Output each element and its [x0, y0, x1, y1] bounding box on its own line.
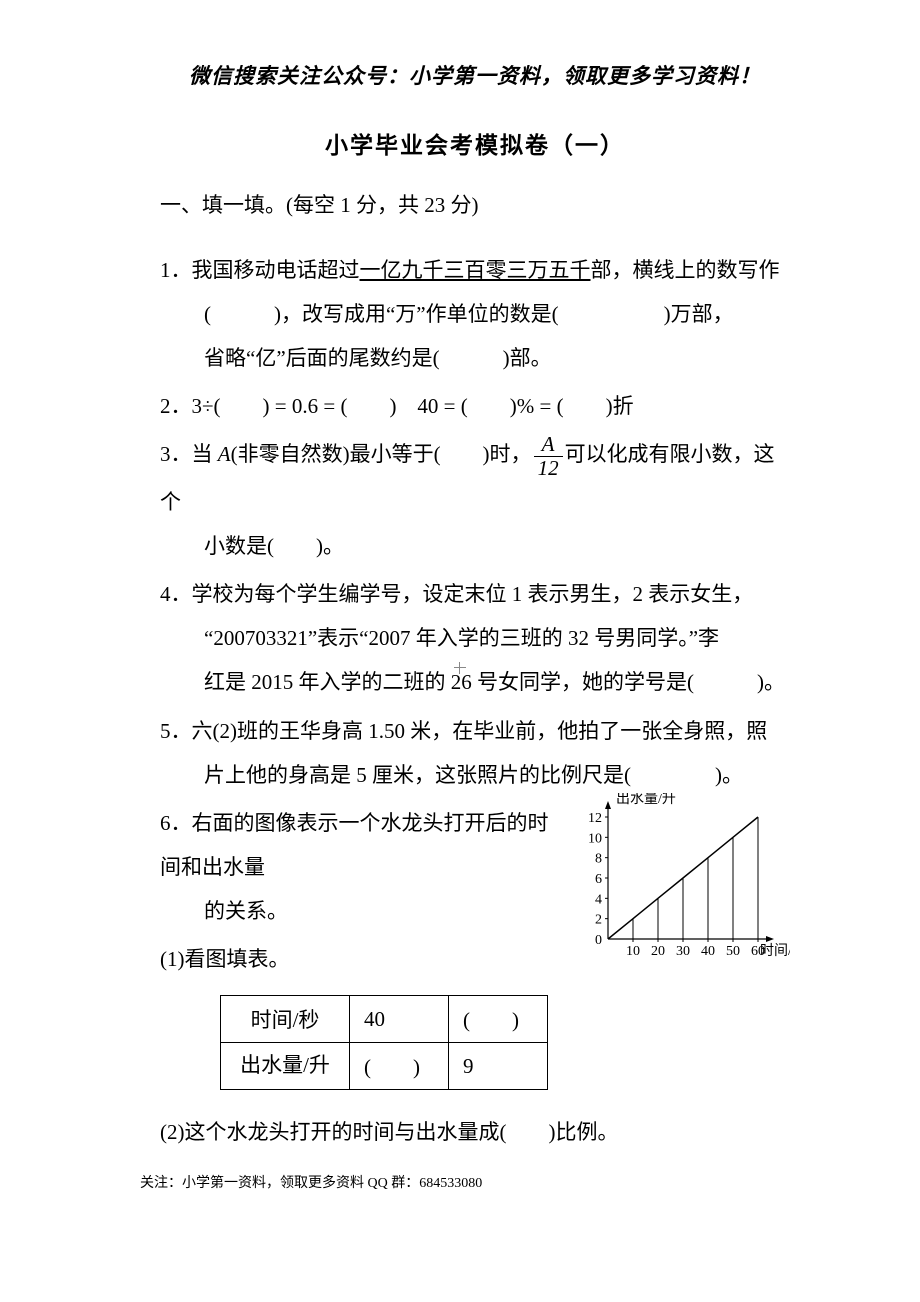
svg-text:12: 12 [588, 811, 602, 826]
q6-sub2: (2)这个水龙头打开的时间与出水量成( )比例。 [160, 1110, 790, 1154]
cell-r2c2: ( ) [350, 1043, 449, 1090]
q5-line2: 片上他的身高是 5 厘米，这张照片的比例尺是( )。 [160, 753, 790, 797]
q1-text-a: 1．我国移动电话超过 [160, 258, 360, 282]
svg-text:30: 30 [676, 944, 690, 959]
question-3: 3．当 A(非零自然数)最小等于( )时，A12可以化成有限小数，这个 小数是(… [160, 432, 790, 568]
q1-underline: 一亿九千三百零三万五千 [360, 258, 591, 282]
q1-line3: 省略“亿”后面的尾数约是( )部。 [160, 336, 790, 380]
svg-text:6: 6 [595, 872, 602, 887]
footer-text: 关注：小学第一资料，领取更多资料 QQ 群：684533080 [140, 1172, 482, 1192]
q4-line2: “200703321”表示“2007 年入学的三班的 32 号男同学。”李 [160, 616, 790, 660]
svg-text:10: 10 [588, 831, 602, 846]
header-banner: 微信搜索关注公众号：小学第一资料，领取更多学习资料！ [160, 60, 790, 90]
cell-r1c2: 40 [350, 996, 449, 1043]
svg-text:50: 50 [726, 944, 740, 959]
q6-sub1: (1)看图填表。 [160, 937, 558, 981]
section-1-heading: 一、填一填。(每空 1 分，共 23 分) [160, 186, 790, 226]
q3-line2: 小数是( )。 [160, 524, 790, 568]
table-row: 出水量/升 ( ) 9 [221, 1043, 548, 1090]
svg-text:时间/秒: 时间/秒 [760, 943, 790, 959]
q3-var-a: A [218, 442, 231, 466]
question-2: 2．3÷( ) = 0.6 = ( ) 40 = ( )% = ( )折 [160, 384, 790, 428]
q1-text-b: 部，横线上的数写作 [591, 258, 780, 282]
svg-text:8: 8 [595, 851, 602, 866]
question-1: 1．我国移动电话超过一亿九千三百零三万五千部，横线上的数写作 ( )，改写成用“… [160, 248, 790, 380]
q6-line2: 的关系。 [160, 889, 558, 933]
q3-pre: 3．当 [160, 442, 218, 466]
svg-text:0: 0 [595, 933, 602, 948]
q4-line3: 红是 2015 年入学的二班的 26 号女同学，她的学号是( )。 [160, 660, 790, 704]
cell-r1c1: 时间/秒 [221, 996, 350, 1043]
question-4: 4．学校为每个学生编学号，设定末位 1 表示男生，2 表示女生， “200703… [160, 572, 790, 704]
question-6: 6．右面的图像表示一个水龙头打开后的时间和出水量 的关系。 [160, 801, 558, 933]
q6-line1: 6．右面的图像表示一个水龙头打开后的时间和出水量 [160, 811, 549, 879]
cell-r1c3: ( ) [449, 996, 548, 1043]
cell-r2c3: 9 [449, 1043, 548, 1090]
q6-table: 时间/秒 40 ( ) 出水量/升 ( ) 9 [220, 995, 548, 1090]
cell-r2c1: 出水量/升 [221, 1043, 350, 1090]
center-crosshair-icon [454, 662, 466, 674]
chart-svg: 024681012102030405060出水量/升时间/秒 [570, 793, 790, 963]
q1-line2: ( )，改写成用“万”作单位的数是( )万部， [160, 292, 790, 336]
svg-text:4: 4 [595, 892, 602, 907]
page-title: 小学毕业会考模拟卷（一） [160, 126, 790, 160]
q4-line1: 4．学校为每个学生编学号，设定末位 1 表示男生，2 表示女生， [160, 582, 753, 606]
q3-frac-num: A [534, 433, 563, 457]
water-output-chart: 024681012102030405060出水量/升时间/秒 [570, 793, 790, 968]
svg-text:出水量/升: 出水量/升 [616, 793, 676, 807]
svg-text:2: 2 [595, 912, 602, 927]
q3-fraction: A12 [534, 433, 563, 480]
svg-text:40: 40 [701, 944, 715, 959]
q3-mid1: (非零自然数)最小等于( )时， [231, 442, 532, 466]
question-5: 5．六(2)班的王华身高 1.50 米，在毕业前，他拍了一张全身照，照 片上他的… [160, 709, 790, 797]
svg-text:20: 20 [651, 944, 665, 959]
q5-line1: 5．六(2)班的王华身高 1.50 米，在毕业前，他拍了一张全身照，照 [160, 719, 767, 743]
table-row: 时间/秒 40 ( ) [221, 996, 548, 1043]
q3-frac-den: 12 [534, 457, 563, 480]
svg-text:10: 10 [626, 944, 640, 959]
